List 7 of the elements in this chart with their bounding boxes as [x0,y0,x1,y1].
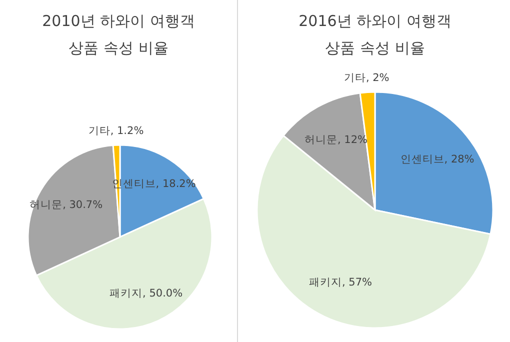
chart-title: 2016년 하와이 여행객 상품 속성 비율 [298,11,452,59]
chart-title: 2010년 하와이 여행객 상품 속성 비율 [41,11,196,59]
slice-label: 기타, 2% [344,72,390,84]
slice-label: 패키지, 57% [309,276,372,288]
slice-label: 인센티브, 28% [400,153,474,166]
slice-label: 패키지, 50.0% [110,288,183,300]
slice-label: 기타, 1.2% [88,124,144,137]
